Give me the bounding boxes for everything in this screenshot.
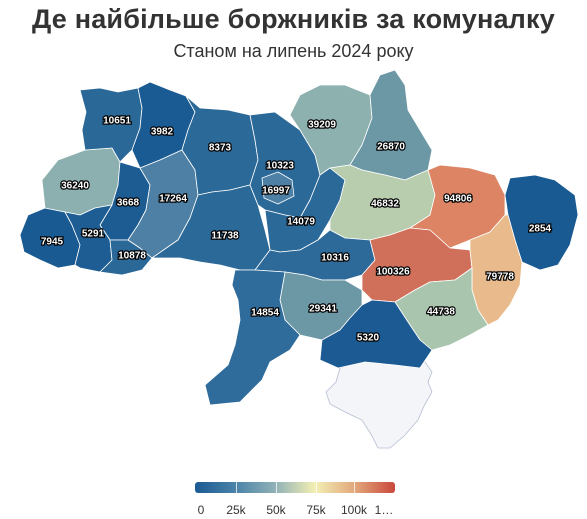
value-label-lviv: 36240 <box>61 181 89 192</box>
value-label-zakarpattia: 7945 <box>41 237 64 248</box>
value-label-donetsk: 79778 <box>486 272 514 283</box>
value-label-zhytomyr: 8373 <box>209 143 232 154</box>
legend-divider <box>276 482 277 493</box>
value-label-kyiv-city: 16997 <box>262 186 290 197</box>
region-odesa[interactable] <box>204 269 301 406</box>
value-label-volyn: 10651 <box>103 116 131 127</box>
legend-divider <box>236 482 237 493</box>
value-label-kyiv-oblast: 10323 <box>266 161 294 172</box>
value-label-zaporizhzhia: 44738 <box>427 307 455 318</box>
value-label-kharkiv: 94806 <box>444 194 472 205</box>
value-label-sumy: 26870 <box>377 142 405 153</box>
legend-color-bar <box>195 482 395 493</box>
region-kyiv-city[interactable] <box>261 171 295 205</box>
legend-tick-label: 0 <box>197 503 205 517</box>
region-kherson[interactable] <box>319 299 433 369</box>
value-label-poltava: 46832 <box>371 199 399 210</box>
map-subtitle: Станом на липень 2024 року <box>173 41 414 61</box>
legend-tick-label: 50k <box>266 503 286 517</box>
value-label-mykolaiv: 29341 <box>309 304 337 315</box>
value-label-khmelnytskyi: 17264 <box>159 194 187 205</box>
value-label-rivne: 3982 <box>151 127 174 138</box>
value-label-kherson: 5320 <box>357 333 380 344</box>
value-label-vinnytsia: 11738 <box>211 231 239 242</box>
legend-tick-label: 1… <box>374 503 394 517</box>
value-label-ternopil: 3668 <box>117 198 140 209</box>
value-label-cherkasy: 14079 <box>287 217 315 228</box>
legend-divider <box>316 482 317 493</box>
map-title: Де найбільше боржників за комуналку <box>32 4 555 34</box>
legend-tick-label: 25k <box>226 503 246 517</box>
legend-tick-label: 75k <box>306 503 326 517</box>
legend-tick-label: 100k <box>340 503 368 517</box>
value-label-dnipropetrovsk: 100326 <box>376 267 410 278</box>
value-label-ivano-frankivsk: 5291 <box>82 229 105 240</box>
value-label-kirovohrad: 10316 <box>321 253 349 264</box>
value-label-odesa: 14854 <box>251 308 279 319</box>
legend-divider <box>354 482 355 493</box>
value-label-chernihiv: 39209 <box>308 120 336 131</box>
value-label-luhansk: 2854 <box>529 224 552 235</box>
value-label-chernivtsi: 10878 <box>118 251 146 262</box>
